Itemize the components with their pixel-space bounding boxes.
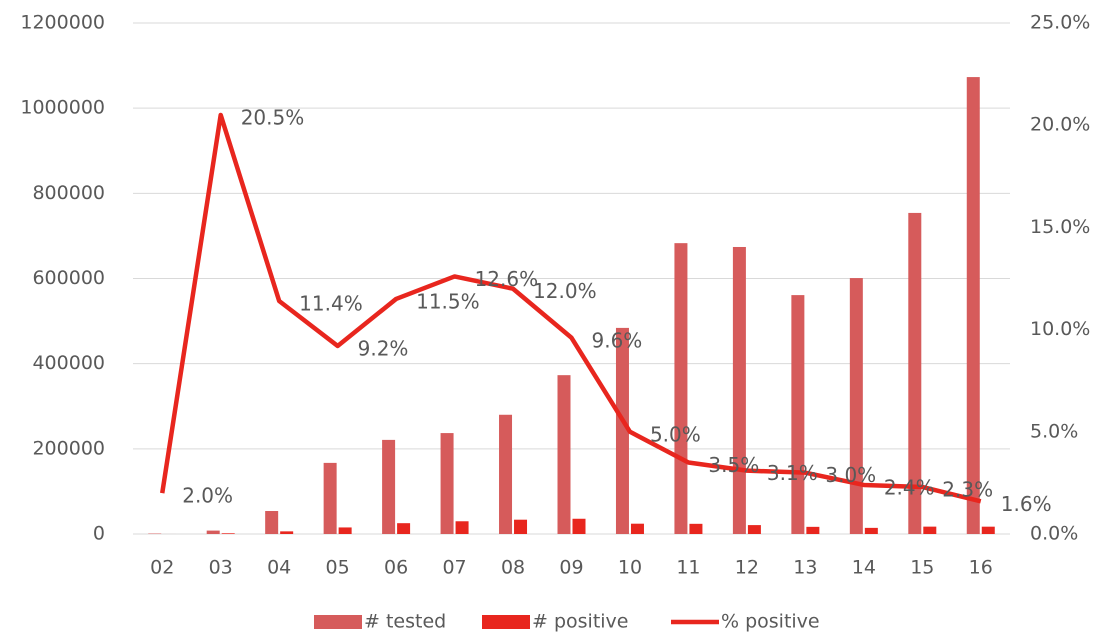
y-tick-label: 400000 xyxy=(32,352,105,374)
x-tick-label: 12 xyxy=(735,557,759,579)
bar xyxy=(966,77,980,534)
x-tick-label: 14 xyxy=(852,557,876,579)
x-tick-label: 02 xyxy=(150,557,174,579)
legend-label: # tested xyxy=(364,611,446,633)
x-tick-label: 05 xyxy=(326,557,350,579)
y-tick-label: 800000 xyxy=(32,182,105,204)
legend-swatch xyxy=(314,615,362,629)
bar xyxy=(440,433,454,534)
x-tick-label: 08 xyxy=(501,557,525,579)
y-tick-label: 200000 xyxy=(32,437,105,459)
bar xyxy=(499,414,513,534)
data-label: 3.5% xyxy=(708,453,759,477)
bar xyxy=(455,521,469,534)
bar xyxy=(615,327,629,534)
x-tick-label: 10 xyxy=(618,557,642,579)
data-label: 9.2% xyxy=(358,336,409,360)
bar xyxy=(732,246,746,534)
x-tick-label: 07 xyxy=(442,557,466,579)
data-label: 2.3% xyxy=(942,477,993,501)
y2-tick-label: 5.0% xyxy=(1030,420,1078,442)
y2-tick-label: 0.0% xyxy=(1030,523,1078,545)
x-tick-label: 03 xyxy=(209,557,233,579)
bar xyxy=(864,527,878,534)
bar xyxy=(265,511,279,534)
data-label: 20.5% xyxy=(241,105,305,129)
bar xyxy=(514,519,528,534)
bar xyxy=(338,527,352,534)
bar xyxy=(791,295,805,534)
y-tick-label: 1200000 xyxy=(20,12,105,34)
y2-tick-label: 15.0% xyxy=(1030,216,1090,238)
x-tick-label: 16 xyxy=(969,557,993,579)
bar xyxy=(630,523,644,534)
legend-swatch xyxy=(482,615,530,629)
y2-tick-label: 10.0% xyxy=(1030,318,1090,340)
x-tick-label: 09 xyxy=(559,557,583,579)
y-tick-label: 0 xyxy=(93,523,105,545)
bar xyxy=(849,278,863,534)
data-label: 1.6% xyxy=(1001,492,1052,516)
bar xyxy=(747,525,761,534)
data-label: 11.4% xyxy=(299,291,363,315)
bar xyxy=(323,462,337,534)
x-tick-label: 13 xyxy=(793,557,817,579)
bar xyxy=(908,212,922,534)
y2-tick-label: 25.0% xyxy=(1030,12,1090,34)
x-tick-label: 04 xyxy=(267,557,291,579)
y-tick-label: 600000 xyxy=(32,267,105,289)
bar xyxy=(674,243,688,535)
bar xyxy=(397,523,411,534)
y2-tick-label: 20.0% xyxy=(1030,114,1090,136)
data-label: 5.0% xyxy=(650,422,701,446)
bar xyxy=(221,533,235,534)
data-label: 11.5% xyxy=(416,289,480,313)
data-label: 2.4% xyxy=(884,475,935,499)
x-tick-label: 11 xyxy=(676,557,700,579)
data-label: 2.0% xyxy=(182,484,233,508)
data-label: 12.6% xyxy=(475,267,539,291)
data-label: 3.1% xyxy=(767,461,818,485)
y-tick-label: 1000000 xyxy=(20,97,105,119)
data-label: 3.0% xyxy=(825,463,876,487)
bar xyxy=(806,526,820,534)
x-tick-label: 15 xyxy=(910,557,934,579)
legend-label: # positive xyxy=(532,611,628,633)
bar xyxy=(206,530,220,534)
line xyxy=(160,112,982,504)
data-label: 12.0% xyxy=(533,279,597,303)
bar xyxy=(981,526,995,534)
data-label: 9.6% xyxy=(592,328,643,352)
bar xyxy=(557,375,571,534)
bar xyxy=(923,526,937,534)
bar xyxy=(382,439,396,534)
legend-label: % positive xyxy=(721,611,820,633)
bar xyxy=(280,531,294,534)
x-tick-label: 06 xyxy=(384,557,408,579)
bar xyxy=(689,523,703,534)
bar xyxy=(572,518,586,534)
